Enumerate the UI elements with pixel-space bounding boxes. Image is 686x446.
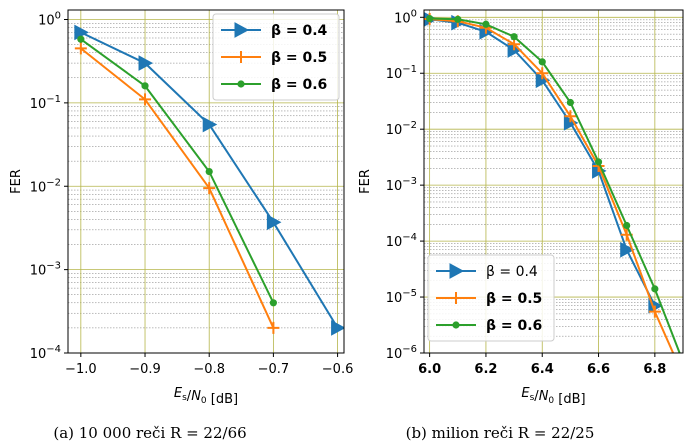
legend-marker — [234, 22, 250, 38]
series-line-1 — [80, 47, 275, 329]
legend-label: β = 0.5 — [486, 291, 542, 307]
plot-area — [74, 24, 344, 336]
data-point — [454, 15, 462, 23]
x-tick-label: 6.2 — [474, 362, 497, 377]
chart-panel-b: 6.0 6.2 6.4 6.6 6.8 100 10−1 10−2 10−3 10−4 10−5 10… — [358, 8, 686, 442]
legend-label: β = 0.5 — [271, 50, 327, 66]
y-axis-label: FER — [9, 169, 24, 194]
data-point — [594, 158, 603, 166]
axes-frame — [423, 9, 684, 354]
figure-caption: (b) milion reči R = 22/25 — [406, 424, 595, 442]
legend-label: β = 0.6 — [486, 318, 542, 334]
x-tick-label: −0.7 — [258, 362, 290, 377]
data-point — [677, 369, 686, 381]
legend-box — [212, 13, 340, 101]
x-tick-label: −0.6 — [322, 362, 354, 377]
x-tick-label: −1.0 — [65, 362, 97, 377]
legend-marker — [237, 80, 245, 88]
legend-marker — [449, 263, 465, 279]
data-point — [138, 55, 154, 71]
series-line-2 — [429, 17, 681, 353]
data-point — [139, 93, 152, 106]
series-line-1 — [429, 18, 675, 353]
x-tick-label: 6.6 — [587, 362, 610, 377]
chart-panel-a: −1.0 −0.9 −0.8 −0.7 −0.6 100 10−1 10−2 10−3 10−4 E… — [9, 9, 354, 442]
legend-box — [427, 254, 555, 342]
axes-frame — [67, 9, 345, 354]
y-tick-label: 10−4 — [386, 232, 417, 250]
y-tick-label: 10−1 — [386, 64, 417, 82]
y-tick-label: 100 — [38, 11, 61, 29]
y-tick-label: 100 — [394, 8, 417, 26]
data-point — [266, 214, 282, 231]
data-point — [620, 241, 635, 258]
data-point — [651, 285, 659, 293]
x-tick-label: 6.0 — [418, 362, 441, 377]
x-tick-label: 6.4 — [531, 362, 554, 377]
legend-marker — [235, 51, 247, 63]
y-tick-label: 10−2 — [386, 120, 417, 138]
y-tick-label: 10−3 — [386, 176, 417, 194]
y-axis-label: FER — [358, 169, 373, 194]
data-point — [269, 299, 277, 307]
x-tick-label: 6.8 — [643, 362, 666, 377]
data-point — [679, 358, 686, 365]
data-point — [203, 182, 216, 195]
y-tick-label: 10−6 — [386, 344, 417, 362]
x-axis-label: Es/N0 [dB] — [174, 386, 238, 407]
data-point — [141, 82, 149, 90]
data-point — [538, 58, 546, 66]
data-point — [482, 20, 490, 28]
data-point — [77, 35, 85, 43]
data-point — [205, 167, 213, 176]
data-point — [331, 320, 344, 336]
x-axis-label: Es/N0 [dB] — [521, 386, 585, 407]
y-tick-label: 10−4 — [30, 344, 61, 362]
figure-caption: (a) 10 000 reči R = 22/66 — [53, 424, 246, 442]
legend: β = 0.4 β = 0.5 β = 0.6 — [212, 13, 340, 101]
data-point — [648, 305, 661, 318]
y-tick-label: 10−5 — [386, 288, 417, 306]
data-point — [564, 110, 577, 123]
legend-label: β = 0.4 — [486, 264, 538, 280]
legend: β = 0.4 β = 0.5 β = 0.6 — [427, 254, 555, 342]
data-point — [426, 14, 434, 23]
legend-marker — [450, 292, 462, 304]
data-point — [536, 67, 549, 80]
series-line-2 — [80, 38, 275, 304]
data-point — [623, 221, 631, 230]
data-point — [510, 33, 518, 41]
y-tick-label: 10−3 — [30, 261, 61, 279]
data-point — [267, 321, 280, 334]
y-tick-label: 10−1 — [30, 94, 61, 112]
legend-label: β = 0.6 — [271, 77, 327, 93]
legend-label: β = 0.4 — [271, 23, 328, 39]
legend-marker — [452, 321, 460, 329]
plot-area — [424, 11, 686, 381]
x-tick-label: −0.8 — [193, 362, 225, 377]
data-point — [202, 116, 218, 133]
y-tick-label: 10−2 — [30, 177, 61, 195]
data-point — [566, 98, 574, 107]
data-point — [74, 42, 87, 55]
x-tick-label: −0.9 — [129, 362, 161, 377]
